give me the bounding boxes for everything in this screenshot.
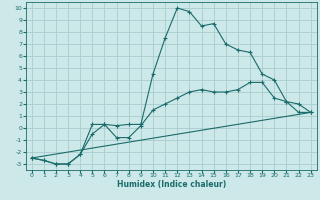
- X-axis label: Humidex (Indice chaleur): Humidex (Indice chaleur): [116, 180, 226, 189]
